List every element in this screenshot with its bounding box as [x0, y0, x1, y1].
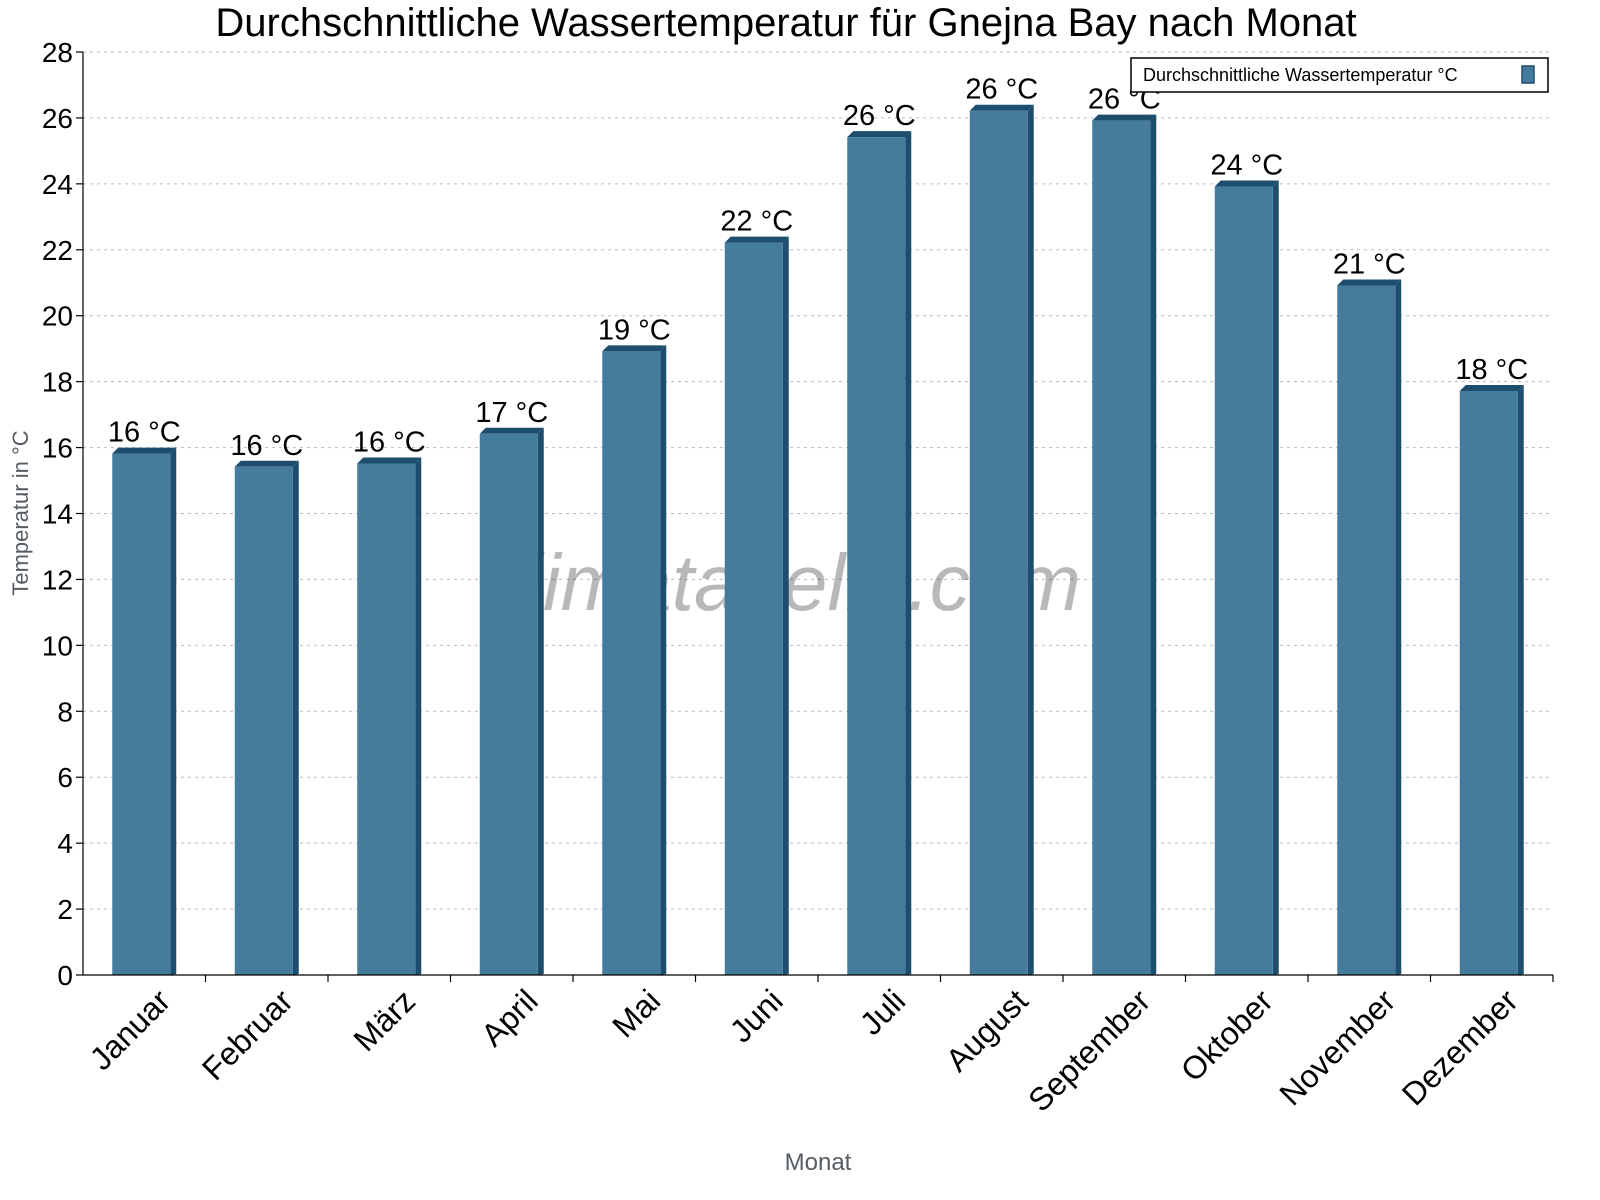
data-label: 26 °C [843, 100, 916, 132]
x-tick-label: Dezember [1395, 982, 1525, 1112]
gridlines [83, 51, 1553, 910]
y-tick-label: 18 [42, 367, 73, 398]
bar [1459, 390, 1518, 975]
data-label: 19 °C [598, 314, 671, 346]
bar [112, 453, 171, 976]
y-tick-label: 26 [42, 103, 73, 134]
y-tick-label: 28 [42, 37, 73, 68]
bar-side [170, 447, 177, 976]
data-label: 16 °C [353, 426, 426, 458]
bar-top [1337, 279, 1402, 286]
y-tick-label: 20 [42, 301, 73, 332]
bar-side [782, 236, 789, 976]
bar [1214, 186, 1273, 975]
legend: Durchschnittliche Wassertemperatur °C [1130, 57, 1549, 93]
y-tick-label: 8 [57, 696, 73, 727]
bar-side [537, 427, 544, 975]
bar-top [1092, 114, 1157, 121]
x-tick-label: April [474, 982, 545, 1053]
bar [969, 110, 1028, 975]
x-tick-label: Februar [195, 982, 300, 1087]
bar-side [1517, 384, 1524, 975]
data-label: 24 °C [1210, 150, 1283, 182]
y-tick-label: 12 [42, 564, 73, 595]
bar [1337, 285, 1396, 975]
bar [479, 433, 538, 975]
bars: 16 °C 16 °C 16 °C 17 °C 19 °C 22 °C 26 °C 26 °C… [108, 74, 1528, 976]
bar-top [602, 345, 667, 352]
y-tick-label: 2 [57, 894, 73, 925]
bar-top [1459, 384, 1524, 391]
bar-top [969, 104, 1034, 111]
legend-swatch [1521, 65, 1535, 84]
bar-top [357, 457, 422, 464]
bar [847, 137, 906, 976]
bar [234, 466, 293, 975]
data-label: 18 °C [1455, 354, 1528, 386]
bar-side [1272, 180, 1279, 975]
bar [1092, 120, 1151, 975]
y-tick-label: 16 [42, 433, 73, 464]
legend-box [1130, 57, 1549, 93]
bar-side [1150, 114, 1157, 975]
y-tick-label: 10 [42, 630, 73, 661]
x-tick-label: Oktober [1174, 982, 1280, 1088]
bar-side [660, 345, 667, 975]
x-tick-label: September [1021, 982, 1157, 1118]
y-tick-label: 0 [57, 960, 73, 991]
y-tick-label: 4 [57, 828, 73, 859]
bar-side [905, 131, 912, 976]
x-tick-label: Januar [83, 982, 178, 1077]
x-tick-label: August [939, 982, 1035, 1078]
y-tick-label: 24 [42, 169, 73, 200]
bar-top [234, 460, 299, 467]
bar-side [292, 460, 299, 975]
data-label: 26 °C [965, 74, 1038, 106]
data-label: 21 °C [1333, 248, 1406, 280]
legend-label: Durchschnittliche Wassertemperatur °C [1143, 65, 1458, 85]
x-axis-label: Monat [785, 1149, 852, 1176]
bar-top [724, 236, 789, 243]
bar [602, 351, 661, 975]
bar-side [1395, 279, 1402, 975]
y-tick-label: 6 [57, 762, 73, 793]
y-axis-label: Temperatur in °C [8, 430, 33, 595]
bar [357, 463, 416, 975]
x-tick-label: März [346, 982, 422, 1058]
data-label: 17 °C [475, 397, 548, 429]
bar-side [415, 457, 422, 976]
bar-top [479, 427, 544, 434]
y-tick-label: 14 [42, 499, 73, 530]
data-label: 16 °C [108, 417, 181, 449]
bar-top [112, 447, 177, 454]
data-label: 16 °C [230, 430, 303, 462]
chart-title: Durchschnittliche Wassertemperatur für G… [215, 1, 1356, 45]
x-tick-label: Mai [605, 982, 667, 1044]
y-tick-label: 22 [42, 235, 73, 266]
data-label: 22 °C [720, 206, 793, 238]
x-tick-label: Juli [853, 982, 912, 1041]
bar-top [1214, 180, 1279, 187]
bar [724, 242, 783, 976]
x-tick-label: Juni [723, 982, 790, 1049]
x-tick-label: November [1272, 982, 1402, 1112]
bar-top [847, 131, 912, 138]
bar-side [1027, 104, 1034, 975]
